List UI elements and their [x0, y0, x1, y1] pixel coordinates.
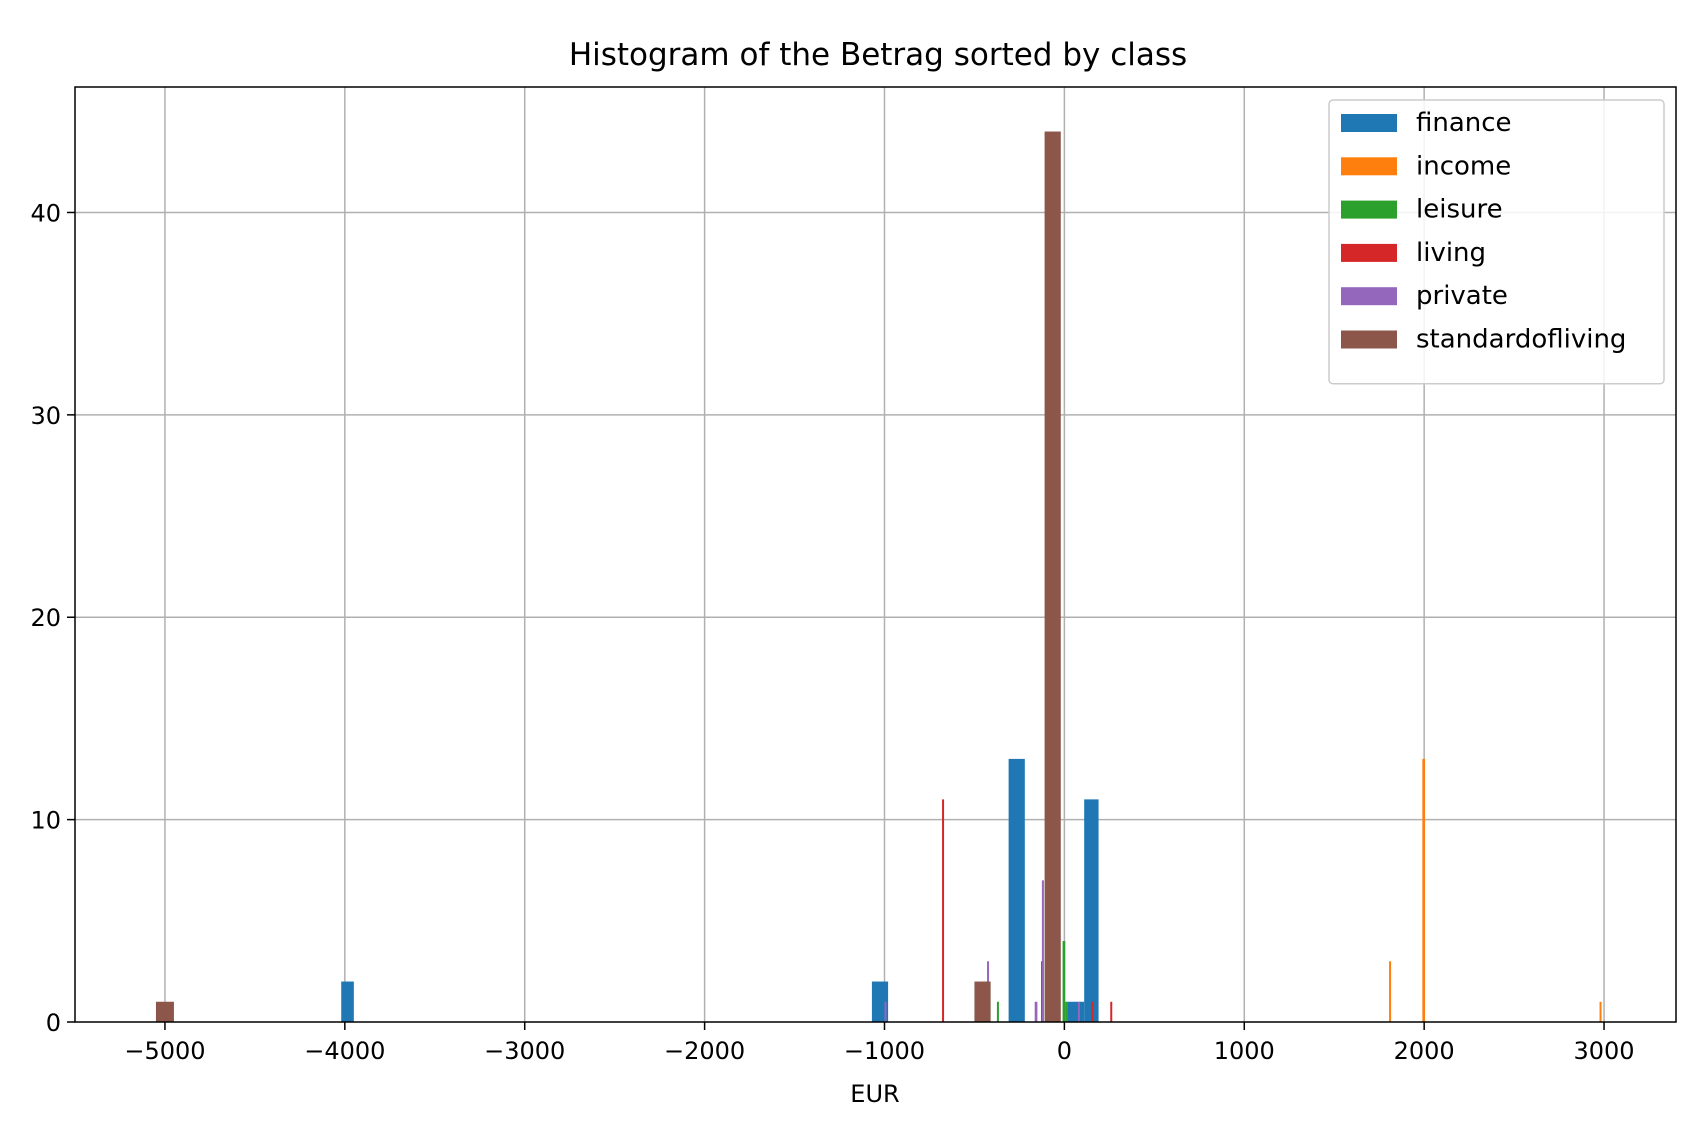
bar-private [1077, 1001, 1080, 1022]
bar-finance [1084, 799, 1099, 1022]
legend-frame [1328, 99, 1665, 385]
y-tick-label: 0 [46, 1009, 61, 1037]
bar-living [1110, 1001, 1113, 1022]
legend-swatch-standardofliving [1341, 330, 1397, 349]
y-axis-ticks: 0 10 20 30 40 [30, 199, 75, 1037]
bar-private [1041, 880, 1044, 1022]
chart-title: Histogram of the Betrag sorted by class [569, 37, 1187, 73]
bar-finance [871, 981, 889, 1022]
bar-finance [1008, 758, 1025, 1022]
x-tick-label: 3000 [1574, 1037, 1635, 1065]
x-tick-label: −1000 [844, 1037, 925, 1065]
legend-swatch-leisure [1341, 200, 1397, 219]
bar-private [884, 1001, 887, 1022]
bar-standardofliving [974, 981, 991, 1022]
legend-label-income: income [1416, 151, 1511, 181]
bar-living [1091, 1001, 1094, 1022]
y-tick-label: 40 [30, 199, 61, 227]
legend-label-standardofliving: standardofliving [1416, 325, 1626, 355]
bar-income [1389, 961, 1392, 1022]
legend-label-leisure: leisure [1416, 195, 1503, 225]
plot-frame [74, 86, 1677, 1023]
legend-label-finance: finance [1416, 108, 1512, 138]
legend-swatch-living [1341, 243, 1397, 262]
x-tick-label: −5000 [124, 1037, 205, 1065]
x-tick-label: −2000 [664, 1037, 745, 1065]
y-tick-label: 30 [30, 402, 61, 430]
x-axis-ticks: −5000 −4000 −3000 −2000 −1000 0 1000 2000 3000 [124, 1022, 1635, 1065]
legend-label-living: living [1416, 238, 1486, 268]
legend: finance income leisure living private standar… [1328, 99, 1665, 385]
y-tick-label: 20 [30, 604, 61, 632]
bar-finance [341, 981, 354, 1022]
bar-standardofliving [1044, 131, 1061, 1022]
x-tick-label: 2000 [1394, 1037, 1455, 1065]
x-tick-label: 1000 [1214, 1037, 1275, 1065]
bar-living [942, 799, 945, 1022]
x-axis-label: EUR [850, 1080, 899, 1108]
x-tick-label: −4000 [304, 1037, 385, 1065]
bar-leisure [996, 1001, 999, 1022]
x-tick-label: −3000 [484, 1037, 565, 1065]
legend-swatch-income [1341, 157, 1397, 176]
bar-income [1422, 758, 1426, 1022]
bar-income [1599, 1001, 1602, 1022]
legend-label-private: private [1416, 281, 1508, 311]
x-tick-label: 0 [1057, 1037, 1072, 1065]
bar-leisure [1065, 1001, 1068, 1022]
legend-swatch-finance [1341, 114, 1397, 132]
legend-swatch-private [1341, 287, 1397, 306]
bar-finance [1067, 1001, 1085, 1022]
histogram-bars [155, 131, 1602, 1022]
bar-private [1034, 1001, 1038, 1022]
bar-leisure [1062, 941, 1066, 1022]
bar-standardofliving [155, 1001, 174, 1022]
y-tick-label: 10 [30, 807, 61, 835]
